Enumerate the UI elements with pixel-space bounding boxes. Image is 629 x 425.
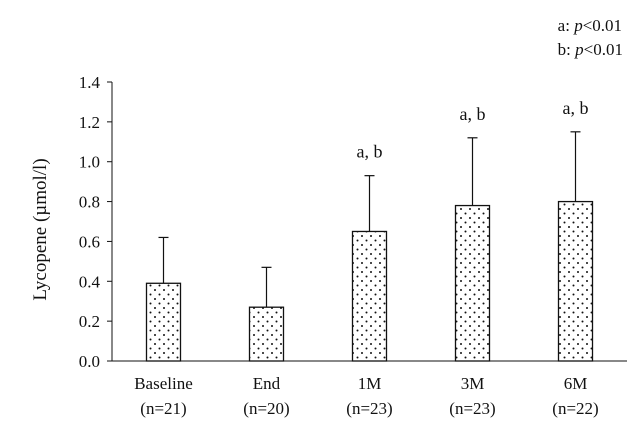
significance-annotation: a, b [460, 104, 486, 124]
x-category-label: 6M [564, 374, 588, 393]
x-sample-size-label: (n=23) [449, 399, 495, 418]
bar [351, 230, 388, 362]
x-category-label: Baseline [134, 374, 193, 393]
x-category-label: 3M [461, 374, 485, 393]
y-tick-label: 1.2 [79, 113, 100, 132]
y-tick-label: 0.4 [79, 272, 101, 291]
y-tick-label: 0.0 [79, 352, 100, 371]
bar [248, 306, 285, 362]
y-tick-label: 0.2 [79, 312, 100, 331]
y-tick-label: 0.8 [79, 193, 100, 212]
x-category-label: End [253, 374, 281, 393]
y-tick-label: 1.4 [79, 73, 101, 92]
x-sample-size-label: (n=22) [552, 399, 598, 418]
bar [454, 204, 491, 362]
legend-item-a: a: p<0.01 [557, 16, 623, 35]
significance-legend: a: p<0.01 b: p<0.01 [558, 14, 623, 62]
y-tick-label: 0.6 [79, 232, 100, 251]
significance-annotation: a, b [357, 142, 383, 162]
bar [145, 282, 182, 362]
y-tick-label: 1.0 [79, 153, 100, 172]
x-sample-size-label: (n=23) [346, 399, 392, 418]
x-sample-size-label: (n=20) [243, 399, 289, 418]
x-category-label: 1M [358, 374, 382, 393]
significance-annotation: a, b [563, 98, 589, 118]
legend-item-b: b: p<0.01 [557, 40, 623, 59]
y-axis-title: Lycopene (µmol/l) [30, 158, 51, 300]
x-sample-size-label: (n=21) [140, 399, 186, 418]
bar [557, 200, 594, 362]
